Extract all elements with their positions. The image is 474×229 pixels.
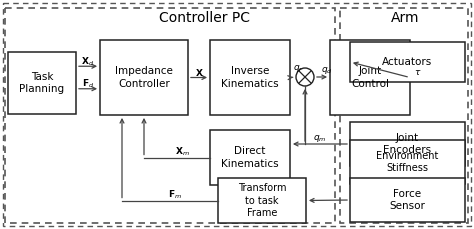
- Text: Joint
Encoders: Joint Encoders: [383, 133, 431, 155]
- Text: $q_r$: $q_r$: [292, 63, 303, 74]
- Bar: [8, 52, 76, 114]
- Circle shape: [296, 68, 314, 86]
- Text: Inverse
Kinematics: Inverse Kinematics: [221, 66, 279, 89]
- Bar: [350, 140, 465, 184]
- Bar: [340, 8, 468, 223]
- Text: Joint
Control: Joint Control: [351, 66, 389, 89]
- Bar: [218, 178, 306, 223]
- Text: Actuators: Actuators: [383, 57, 433, 67]
- Bar: [350, 42, 465, 82]
- Text: Direct
Kinematics: Direct Kinematics: [221, 146, 279, 169]
- Text: $\mathbf{F}_d$: $\mathbf{F}_d$: [82, 77, 94, 90]
- Text: $\mathbf{X}_m$: $\mathbf{X}_m$: [174, 145, 190, 158]
- Text: $\mathbf{F}_m$: $\mathbf{F}_m$: [168, 188, 182, 201]
- Text: $q_d$: $q_d$: [321, 65, 333, 76]
- Bar: [330, 40, 410, 115]
- Bar: [210, 40, 290, 115]
- Text: Arm: Arm: [391, 11, 419, 25]
- Text: Task
Planning: Task Planning: [19, 72, 64, 94]
- Text: Impedance
Controller: Impedance Controller: [115, 66, 173, 89]
- Bar: [210, 130, 290, 185]
- Text: Controller PC: Controller PC: [159, 11, 250, 25]
- Text: $\mathbf{X}$: $\mathbf{X}$: [195, 67, 203, 78]
- Text: Force
Sensor: Force Sensor: [390, 189, 426, 211]
- Bar: [5, 8, 335, 223]
- Text: $\mathbf{X}_d$: $\mathbf{X}_d$: [82, 55, 94, 68]
- Text: Transform
to task
Frame: Transform to task Frame: [238, 183, 286, 218]
- Text: Environment
Stiffness: Environment Stiffness: [376, 151, 439, 173]
- Bar: [100, 40, 188, 115]
- Bar: [350, 122, 465, 166]
- Bar: [350, 178, 465, 222]
- Text: $\tau$: $\tau$: [414, 68, 422, 77]
- Text: $q_m$: $q_m$: [313, 133, 327, 144]
